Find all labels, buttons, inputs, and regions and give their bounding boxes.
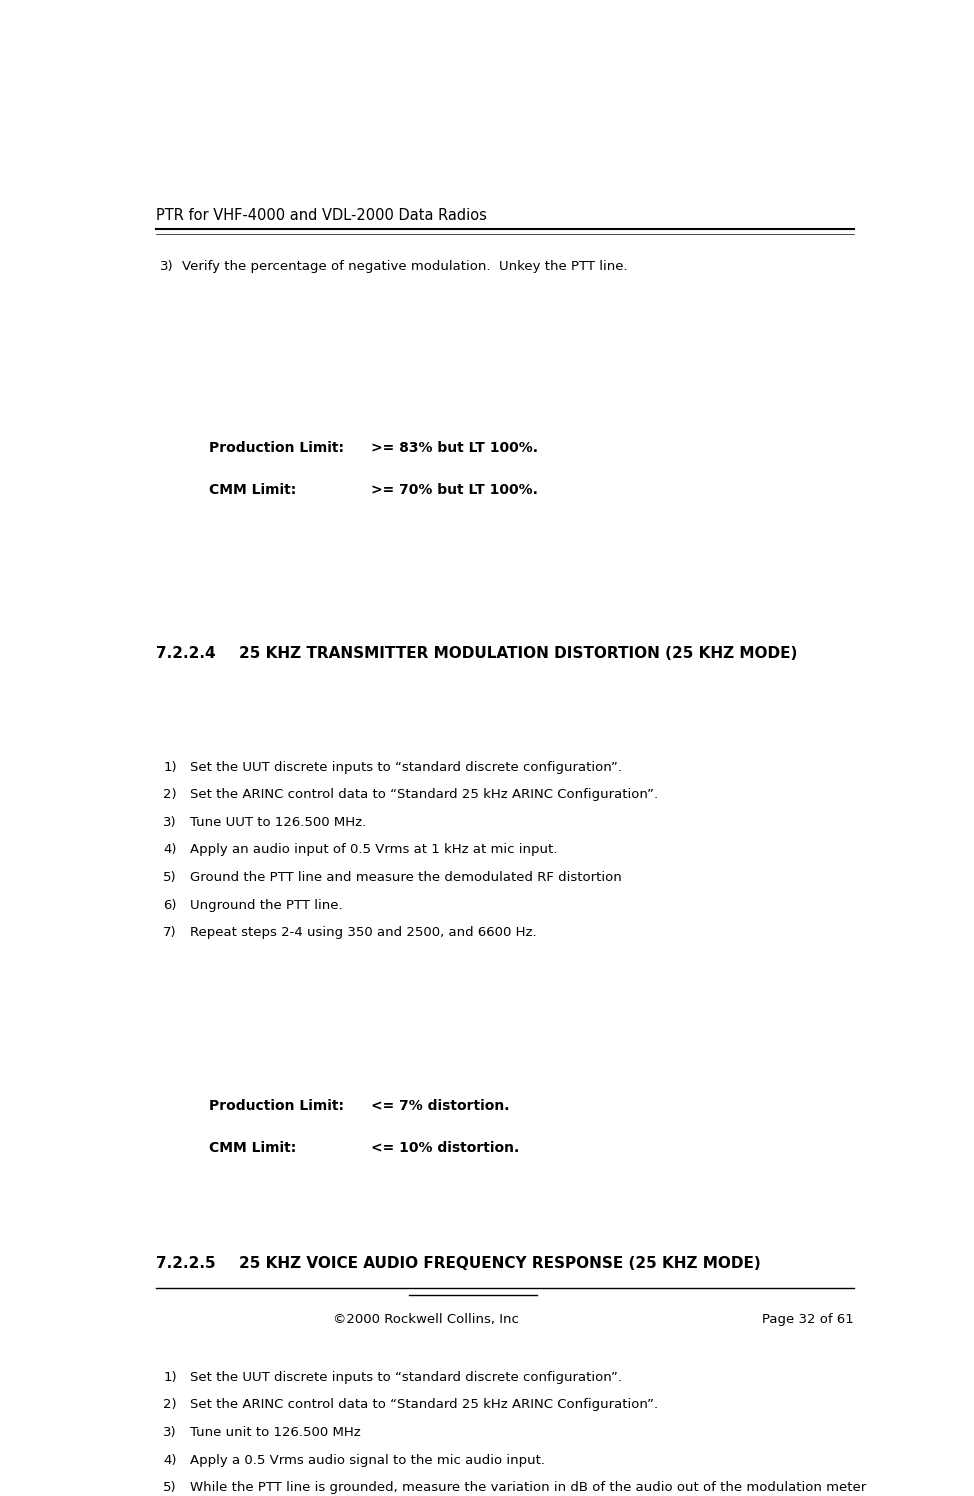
Text: Set the ARINC control data to “Standard 25 kHz ARINC Configuration”.: Set the ARINC control data to “Standard … <box>190 788 657 802</box>
Text: 7.2.2.4: 7.2.2.4 <box>156 646 215 661</box>
Text: Set the UUT discrete inputs to “standard discrete configuration”.: Set the UUT discrete inputs to “standard… <box>190 1370 621 1384</box>
Text: Production Limit:: Production Limit: <box>208 1100 344 1113</box>
Text: 25 KHZ VOICE AUDIO FREQUENCY RESPONSE (25 KHZ MODE): 25 KHZ VOICE AUDIO FREQUENCY RESPONSE (2… <box>239 1255 761 1270</box>
Text: 5): 5) <box>164 1481 177 1495</box>
Text: >= 70% but LT 100%.: >= 70% but LT 100%. <box>371 483 538 497</box>
Text: Ground the PTT line and measure the demodulated RF distortion: Ground the PTT line and measure the demo… <box>190 871 621 884</box>
Text: Unground the PTT line.: Unground the PTT line. <box>190 899 342 911</box>
Text: 1): 1) <box>164 760 177 773</box>
Text: 3): 3) <box>160 260 173 274</box>
Text: 3): 3) <box>164 1426 177 1439</box>
Text: PTR for VHF-4000 and VDL-2000 Data Radios: PTR for VHF-4000 and VDL-2000 Data Radio… <box>156 208 487 223</box>
Text: Verify the percentage of negative modulation.  Unkey the PTT line.: Verify the percentage of negative modula… <box>182 260 628 274</box>
Text: Repeat steps 2-4 using 350 and 2500, and 6600 Hz.: Repeat steps 2-4 using 350 and 2500, and… <box>190 926 537 939</box>
Text: <= 7% distortion.: <= 7% distortion. <box>371 1100 509 1113</box>
Text: Set the ARINC control data to “Standard 25 kHz ARINC Configuration”.: Set the ARINC control data to “Standard … <box>190 1399 657 1411</box>
Text: >= 83% but LT 100%.: >= 83% but LT 100%. <box>371 441 538 455</box>
Text: Production Limit:: Production Limit: <box>208 441 344 455</box>
Text: CMM Limit:: CMM Limit: <box>208 1141 296 1155</box>
Text: 3): 3) <box>164 815 177 829</box>
Text: 1): 1) <box>164 1370 177 1384</box>
Text: Tune unit to 126.500 MHz: Tune unit to 126.500 MHz <box>190 1426 360 1439</box>
Text: 2): 2) <box>164 1399 177 1411</box>
Text: 7): 7) <box>164 926 177 939</box>
Text: CMM Limit:: CMM Limit: <box>208 483 296 497</box>
Text: 4): 4) <box>164 844 176 857</box>
Text: Page 32 of 61: Page 32 of 61 <box>763 1313 854 1325</box>
Text: Apply a 0.5 Vrms audio signal to the mic audio input.: Apply a 0.5 Vrms audio signal to the mic… <box>190 1454 544 1466</box>
Text: 2): 2) <box>164 788 177 802</box>
Text: 6): 6) <box>164 899 176 911</box>
Text: 5): 5) <box>164 871 177 884</box>
Text: Tune UUT to 126.500 MHz.: Tune UUT to 126.500 MHz. <box>190 815 366 829</box>
Text: 25 KHZ TRANSMITTER MODULATION DISTORTION (25 KHZ MODE): 25 KHZ TRANSMITTER MODULATION DISTORTION… <box>239 646 797 661</box>
Text: Apply an audio input of 0.5 Vrms at 1 kHz at mic input.: Apply an audio input of 0.5 Vrms at 1 kH… <box>190 844 557 857</box>
Text: Set the UUT discrete inputs to “standard discrete configuration”.: Set the UUT discrete inputs to “standard… <box>190 760 621 773</box>
Text: ©2000 Rockwell Collins, Inc: ©2000 Rockwell Collins, Inc <box>333 1313 519 1325</box>
Text: 7.2.2.5: 7.2.2.5 <box>156 1255 215 1270</box>
Text: <= 10% distortion.: <= 10% distortion. <box>371 1141 519 1155</box>
Text: While the PTT line is grounded, measure the variation in dB of the audio out of : While the PTT line is grounded, measure … <box>190 1481 866 1495</box>
Text: 4): 4) <box>164 1454 176 1466</box>
